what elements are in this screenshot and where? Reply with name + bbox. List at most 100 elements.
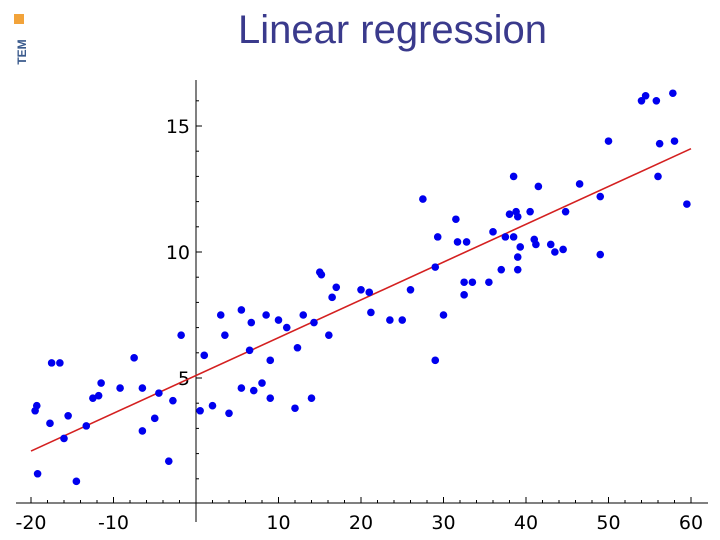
data-point xyxy=(561,207,570,216)
data-point xyxy=(46,419,54,428)
x-tick-label: 30 xyxy=(431,512,455,534)
data-point xyxy=(89,394,97,402)
data-point xyxy=(462,238,471,246)
regression-line-layer xyxy=(30,147,692,452)
data-point xyxy=(332,283,341,292)
data-point xyxy=(216,311,225,319)
data-point xyxy=(460,291,468,299)
data-point xyxy=(116,384,124,392)
x-tick-label: -10 xyxy=(98,512,129,534)
data-point xyxy=(516,243,525,251)
data-point xyxy=(532,240,540,249)
y-tick-label: 5 xyxy=(178,368,190,390)
data-point xyxy=(683,200,691,208)
data-point xyxy=(526,207,534,216)
data-point xyxy=(94,391,103,400)
axes xyxy=(16,80,708,522)
data-point xyxy=(130,354,138,362)
data-point xyxy=(138,427,147,435)
data-point xyxy=(97,379,105,387)
data-point xyxy=(196,406,204,415)
data-point xyxy=(237,306,246,314)
data-point xyxy=(452,215,460,224)
data-point xyxy=(365,288,374,297)
data-point xyxy=(431,356,440,365)
data-point xyxy=(559,245,567,254)
data-point xyxy=(604,137,613,145)
x-tick-label: 20 xyxy=(349,512,373,534)
data-point xyxy=(460,278,468,287)
data-point xyxy=(150,414,159,423)
data-point xyxy=(669,89,677,98)
data-point xyxy=(439,311,448,319)
data-point xyxy=(513,265,522,274)
data-point xyxy=(262,311,270,319)
data-point xyxy=(317,270,326,279)
data-point xyxy=(431,263,440,271)
data-point xyxy=(386,316,394,324)
x-tick-label: 40 xyxy=(514,512,538,534)
data-point xyxy=(245,346,254,355)
data-point xyxy=(505,210,514,218)
data-point xyxy=(357,286,365,294)
data-point xyxy=(501,233,510,241)
y-tick-label: 10 xyxy=(166,242,190,264)
regression-line xyxy=(30,147,692,452)
data-point xyxy=(56,359,64,367)
data-point xyxy=(367,308,375,317)
y-ticks: 5 10 15 xyxy=(166,100,202,480)
data-point xyxy=(266,356,275,365)
data-point xyxy=(249,386,258,395)
data-point xyxy=(225,409,233,418)
data-point xyxy=(72,477,81,486)
data-point xyxy=(164,457,173,465)
data-point xyxy=(299,311,308,319)
data-point xyxy=(266,394,275,402)
data-point xyxy=(47,359,56,367)
data-point xyxy=(652,97,661,105)
data-point xyxy=(33,469,42,478)
data-point xyxy=(575,180,584,188)
data-point xyxy=(307,394,316,402)
data-point xyxy=(596,192,605,201)
data-point xyxy=(177,331,185,339)
data-point xyxy=(551,248,559,256)
data-point xyxy=(208,401,217,410)
data-point xyxy=(237,384,246,392)
data-point xyxy=(419,195,427,203)
data-point xyxy=(274,316,283,324)
x-tick-label: 60 xyxy=(679,512,703,534)
data-point xyxy=(641,91,650,100)
data-point xyxy=(291,404,299,413)
data-point xyxy=(138,384,147,392)
data-point xyxy=(293,343,302,352)
data-point xyxy=(200,351,209,360)
data-point xyxy=(509,172,518,181)
data-point xyxy=(60,434,68,443)
data-point xyxy=(82,422,91,430)
data-point xyxy=(670,137,679,145)
data-point xyxy=(468,278,477,287)
data-point xyxy=(282,323,291,332)
data-point xyxy=(497,265,506,274)
data-point xyxy=(310,318,318,327)
data-point xyxy=(509,233,518,241)
data-point xyxy=(546,240,555,249)
data-point xyxy=(596,250,605,259)
data-point xyxy=(247,318,256,327)
data-points xyxy=(31,89,691,486)
data-point xyxy=(513,253,522,261)
data-point xyxy=(221,331,229,339)
data-point xyxy=(258,379,266,387)
x-tick-label: -20 xyxy=(15,512,46,534)
data-point xyxy=(534,182,543,191)
data-point xyxy=(485,278,493,287)
data-point xyxy=(655,139,664,148)
data-point xyxy=(169,396,177,405)
x-tick-label: 10 xyxy=(266,512,290,534)
data-point xyxy=(637,97,646,105)
data-point xyxy=(328,293,336,302)
slide-title: Linear regression xyxy=(237,8,548,52)
data-point xyxy=(513,212,522,221)
